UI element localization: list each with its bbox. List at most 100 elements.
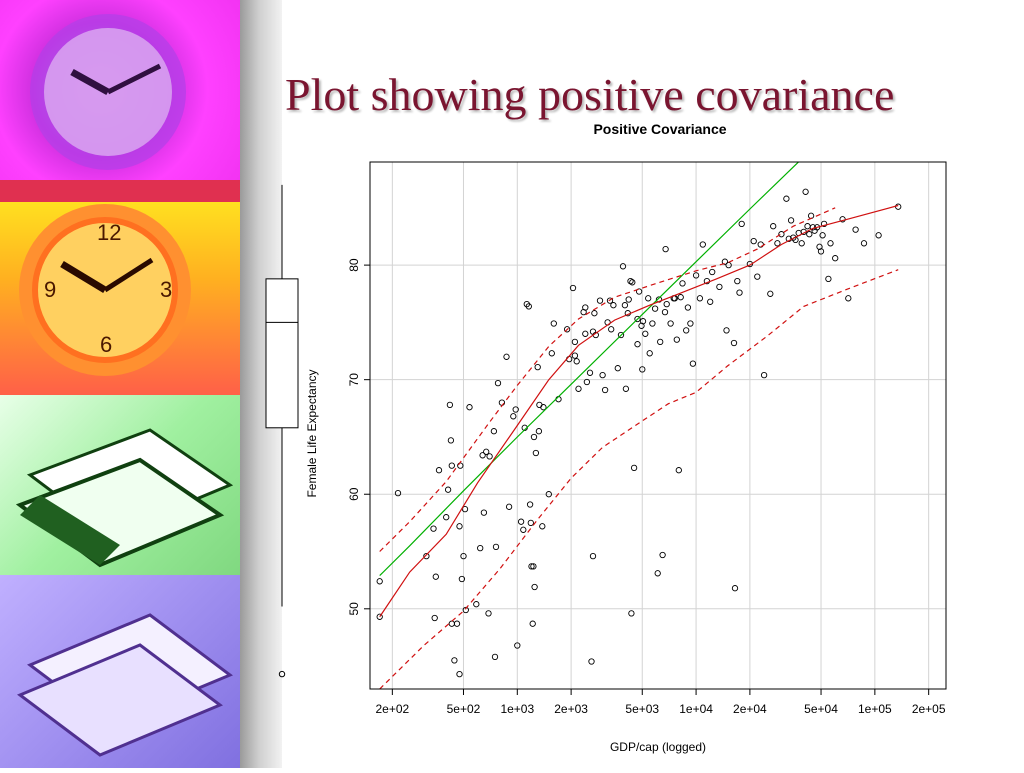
data-point — [645, 295, 652, 302]
data-point — [530, 433, 538, 441]
purple-clock-icon — [30, 14, 186, 170]
data-point — [448, 462, 455, 469]
data-point — [852, 226, 859, 233]
data-point — [498, 399, 506, 406]
data-point — [750, 237, 757, 245]
boxplot-box — [265, 278, 299, 429]
data-point — [807, 212, 815, 219]
data-point — [490, 428, 498, 435]
data-point — [586, 369, 594, 376]
data-point — [731, 585, 739, 592]
data-point — [629, 279, 636, 286]
y-tick-label: 60 — [347, 487, 361, 501]
data-point — [677, 294, 684, 301]
data-point — [423, 552, 430, 560]
y-tick-label: 80 — [347, 258, 361, 272]
data-point — [510, 413, 517, 420]
data-point — [723, 327, 730, 334]
svg-text:6: 6 — [100, 332, 112, 357]
data-point — [520, 526, 527, 533]
data-point — [528, 563, 535, 570]
red-stripe — [0, 180, 240, 202]
data-points — [376, 188, 902, 678]
data-point — [757, 241, 764, 248]
data-point — [525, 303, 532, 310]
x-tick-label: 2e+03 — [554, 702, 588, 716]
data-point — [736, 289, 743, 296]
x-tick-label: 2e+04 — [733, 702, 767, 716]
data-point — [798, 240, 805, 247]
data-point — [734, 277, 741, 285]
data-point — [819, 232, 826, 239]
data-point — [659, 551, 666, 559]
data-point — [657, 338, 664, 346]
data-point — [827, 240, 834, 247]
data-point — [608, 326, 615, 333]
data-point — [716, 283, 723, 291]
data-point — [709, 268, 716, 276]
data-point — [820, 220, 828, 228]
data-point — [646, 350, 653, 357]
data-point — [684, 304, 692, 311]
data-point — [517, 518, 525, 525]
orange-clock-icon: 12 3 6 9 — [19, 204, 191, 376]
data-point — [531, 583, 538, 591]
data-point — [458, 575, 466, 583]
x-tick-label: 5e+02 — [447, 702, 481, 716]
data-point — [494, 379, 502, 387]
data-point — [596, 297, 604, 304]
data-point — [860, 240, 868, 247]
data-point — [634, 315, 641, 323]
data-point — [606, 297, 614, 304]
data-point — [825, 275, 832, 283]
data-point — [512, 406, 519, 413]
data-point — [689, 360, 697, 367]
data-point — [778, 231, 785, 238]
data-point — [534, 363, 541, 371]
data-point — [817, 248, 825, 255]
data-point — [535, 428, 543, 435]
data-point — [571, 352, 579, 359]
data-point — [767, 290, 774, 297]
data-point — [699, 241, 706, 248]
data-point — [583, 378, 591, 386]
data-point — [639, 318, 647, 325]
data-point — [634, 341, 641, 348]
data-point — [571, 338, 579, 346]
data-point — [529, 620, 536, 627]
data-point — [662, 245, 669, 253]
data-point — [447, 437, 455, 444]
data-point — [527, 519, 534, 527]
orange-clock-image: 12 3 6 9 — [0, 202, 240, 395]
data-point — [614, 365, 621, 372]
chart-title: Positive Covariance — [593, 121, 727, 137]
data-point — [582, 330, 589, 337]
data-point — [539, 523, 546, 530]
data-point — [503, 353, 510, 360]
plot-frame — [369, 161, 947, 690]
data-point — [687, 320, 694, 327]
green-books-image — [0, 395, 240, 575]
data-point — [667, 320, 674, 327]
data-point — [444, 486, 452, 493]
data-point — [845, 295, 852, 302]
data-point — [621, 302, 629, 309]
x-axis-label: GDP/cap (logged) — [610, 740, 706, 754]
data-point — [692, 272, 700, 279]
data-point — [480, 509, 488, 516]
data-point — [675, 467, 682, 474]
data-point — [446, 401, 454, 409]
data-point — [673, 336, 680, 343]
svg-text:12: 12 — [97, 220, 121, 245]
data-point — [642, 330, 649, 337]
data-point — [483, 448, 490, 455]
data-point — [492, 543, 500, 551]
data-point — [738, 220, 745, 228]
data-point — [770, 223, 777, 230]
data-point — [473, 601, 480, 608]
data-point — [730, 339, 738, 347]
data-point — [804, 223, 811, 230]
data-point — [485, 610, 492, 617]
gridlines — [370, 162, 946, 689]
data-point — [625, 296, 632, 303]
